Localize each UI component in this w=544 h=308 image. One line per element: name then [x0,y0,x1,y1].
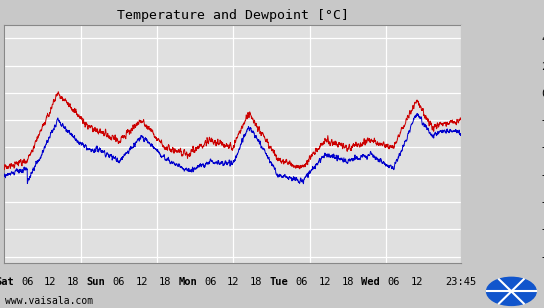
Text: 18: 18 [342,277,354,287]
Text: 12: 12 [410,277,423,287]
Text: Tue: Tue [270,277,288,287]
Text: 12: 12 [227,277,239,287]
Text: Sat: Sat [0,277,14,287]
Text: Mon: Mon [178,277,197,287]
Text: Sun: Sun [86,277,106,287]
Text: 18: 18 [250,277,262,287]
Text: Temperature and Dewpoint [°C]: Temperature and Dewpoint [°C] [117,9,349,22]
Text: 06: 06 [113,277,125,287]
Text: 06: 06 [387,277,400,287]
Text: Wed: Wed [361,277,380,287]
Text: 18: 18 [67,277,79,287]
Text: 06: 06 [21,277,34,287]
Text: 06: 06 [296,277,308,287]
Text: 18: 18 [158,277,171,287]
Text: 06: 06 [204,277,217,287]
Text: www.vaisala.com: www.vaisala.com [5,297,94,306]
Text: 12: 12 [319,277,331,287]
Text: 23:45: 23:45 [446,277,477,287]
Circle shape [486,277,536,306]
Text: 12: 12 [135,277,148,287]
Text: 12: 12 [44,277,57,287]
